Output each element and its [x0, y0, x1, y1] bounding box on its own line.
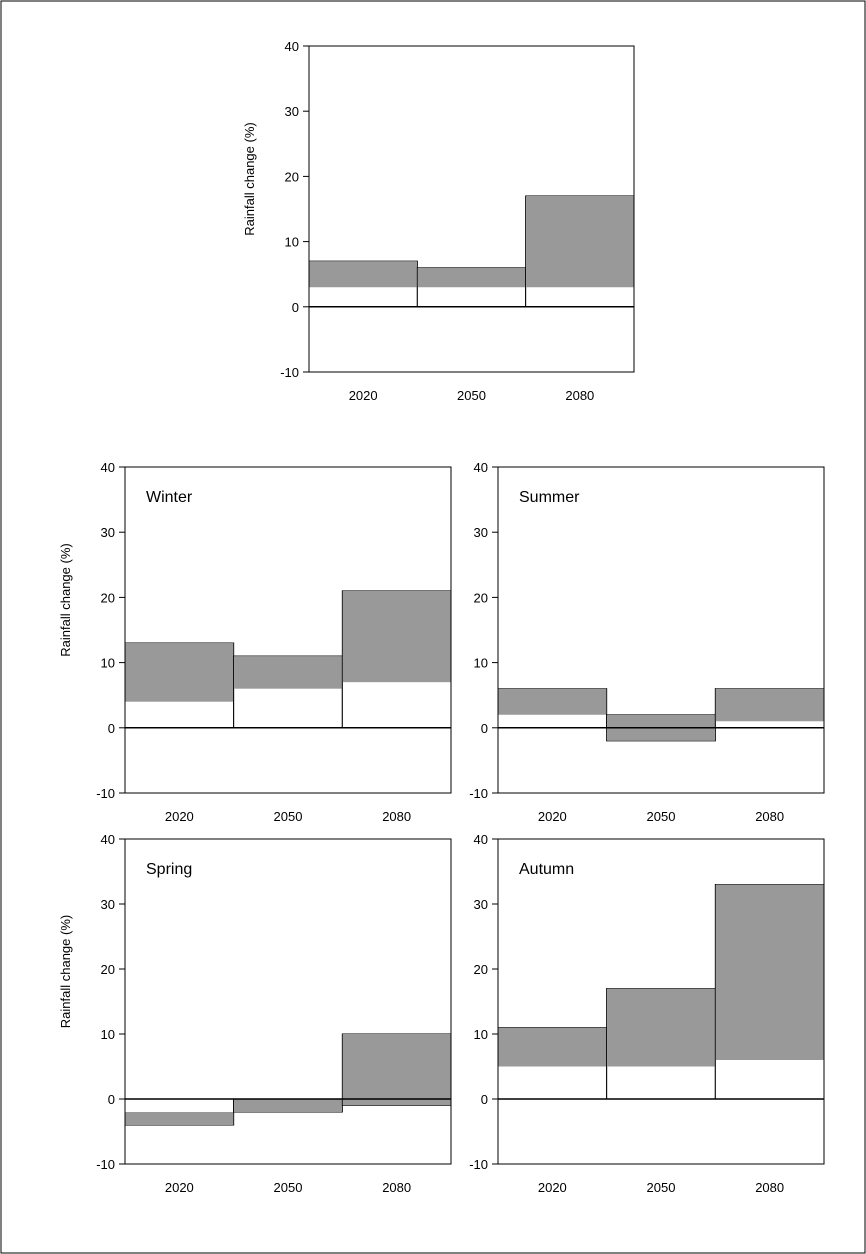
- y-tick-label: 10: [474, 1027, 488, 1042]
- y-tick-label: -10: [280, 365, 299, 380]
- range-bar: [309, 261, 417, 288]
- x-category-label: 2080: [382, 809, 411, 824]
- y-tick-label: 20: [285, 169, 299, 184]
- y-tick-label: 20: [474, 962, 488, 977]
- y-tick-label: 10: [101, 1027, 115, 1042]
- x-category-label: 2020: [538, 809, 567, 824]
- range-bar: [125, 643, 234, 702]
- y-tick-label: 40: [474, 832, 488, 847]
- y-tick-label: 10: [474, 656, 488, 671]
- panel-season-label: Winter: [146, 489, 193, 506]
- x-category-label: 2020: [165, 809, 194, 824]
- range-bar: [125, 1112, 234, 1125]
- x-category-label: 2050: [647, 809, 676, 824]
- y-tick-label: 20: [101, 590, 115, 605]
- x-category-label: 2050: [274, 1180, 303, 1195]
- plot-frame: [124, 466, 452, 794]
- y-tick-label: 0: [108, 1092, 115, 1107]
- range-bar: [342, 590, 451, 683]
- chart-panel: -10 0 10 20 30 40 2020 2050 2080 Autumn: [469, 832, 825, 1195]
- x-category-label: 2050: [457, 388, 486, 403]
- y-tick-label: 20: [474, 590, 488, 605]
- y-tick-label: 30: [474, 525, 488, 540]
- y-axis-label: Rainfall change (%): [242, 122, 257, 235]
- y-tick-label: 0: [481, 1092, 488, 1107]
- y-tick-label: 40: [285, 39, 299, 54]
- plot-frame: [497, 838, 825, 1165]
- range-bar: [498, 1027, 607, 1067]
- range-bar: [607, 988, 715, 1067]
- y-tick-label: 30: [285, 104, 299, 119]
- chart-panel: -10 0 10 20 30 40 2020 2050 2080 Rainfall change …: [58, 832, 452, 1195]
- x-category-label: 2050: [274, 809, 303, 824]
- plot-frame: [308, 45, 635, 373]
- y-axis-label: Rainfall change (%): [58, 543, 73, 656]
- chart-panel: -10 0 10 20 30 40 2020 2050 2080 Rainfall change …: [58, 460, 452, 824]
- x-category-label: 2080: [382, 1180, 411, 1195]
- x-category-label: 2050: [647, 1180, 676, 1195]
- y-tick-label: 0: [481, 721, 488, 736]
- range-bar: [715, 688, 824, 722]
- y-tick-label: 20: [101, 962, 115, 977]
- y-tick-label: 0: [108, 721, 115, 736]
- x-category-label: 2080: [565, 388, 594, 403]
- x-category-label: 2020: [538, 1180, 567, 1195]
- y-tick-label: -10: [469, 1157, 488, 1172]
- x-category-label: 2020: [349, 388, 378, 403]
- y-tick-label: 40: [101, 832, 115, 847]
- chart-panel: -10 0 10 20 30 40 2020 2050 2080 Summer: [469, 460, 825, 824]
- y-tick-label: -10: [469, 786, 488, 801]
- y-tick-label: 10: [101, 656, 115, 671]
- x-category-label: 2080: [755, 809, 784, 824]
- y-tick-label: -10: [96, 1157, 115, 1172]
- y-tick-label: 30: [101, 525, 115, 540]
- y-tick-label: -10: [96, 786, 115, 801]
- range-bar: [715, 884, 824, 1060]
- x-category-label: 2020: [165, 1180, 194, 1195]
- plot-frame: [497, 466, 825, 794]
- y-tick-label: 10: [285, 235, 299, 250]
- range-bar: [417, 267, 526, 288]
- chart-panel: -10 0 10 20 30 40 2020 2050 2080 Rainfall change …: [242, 39, 635, 403]
- y-axis-label: Rainfall change (%): [58, 915, 73, 1028]
- plot-frame: [124, 838, 452, 1165]
- range-bar: [234, 1099, 342, 1112]
- y-tick-label: 0: [292, 300, 299, 315]
- y-tick-label: 30: [101, 897, 115, 912]
- y-tick-label: 40: [474, 460, 488, 475]
- panel-season-label: Autumn: [519, 861, 574, 878]
- range-bar: [342, 1034, 451, 1106]
- range-bar: [526, 195, 634, 288]
- y-tick-label: 40: [101, 460, 115, 475]
- panel-season-label: Spring: [146, 861, 192, 878]
- y-tick-label: 30: [474, 897, 488, 912]
- x-category-label: 2080: [755, 1180, 784, 1195]
- panel-season-label: Summer: [519, 489, 580, 506]
- range-bar: [498, 688, 607, 715]
- range-bar: [234, 656, 342, 689]
